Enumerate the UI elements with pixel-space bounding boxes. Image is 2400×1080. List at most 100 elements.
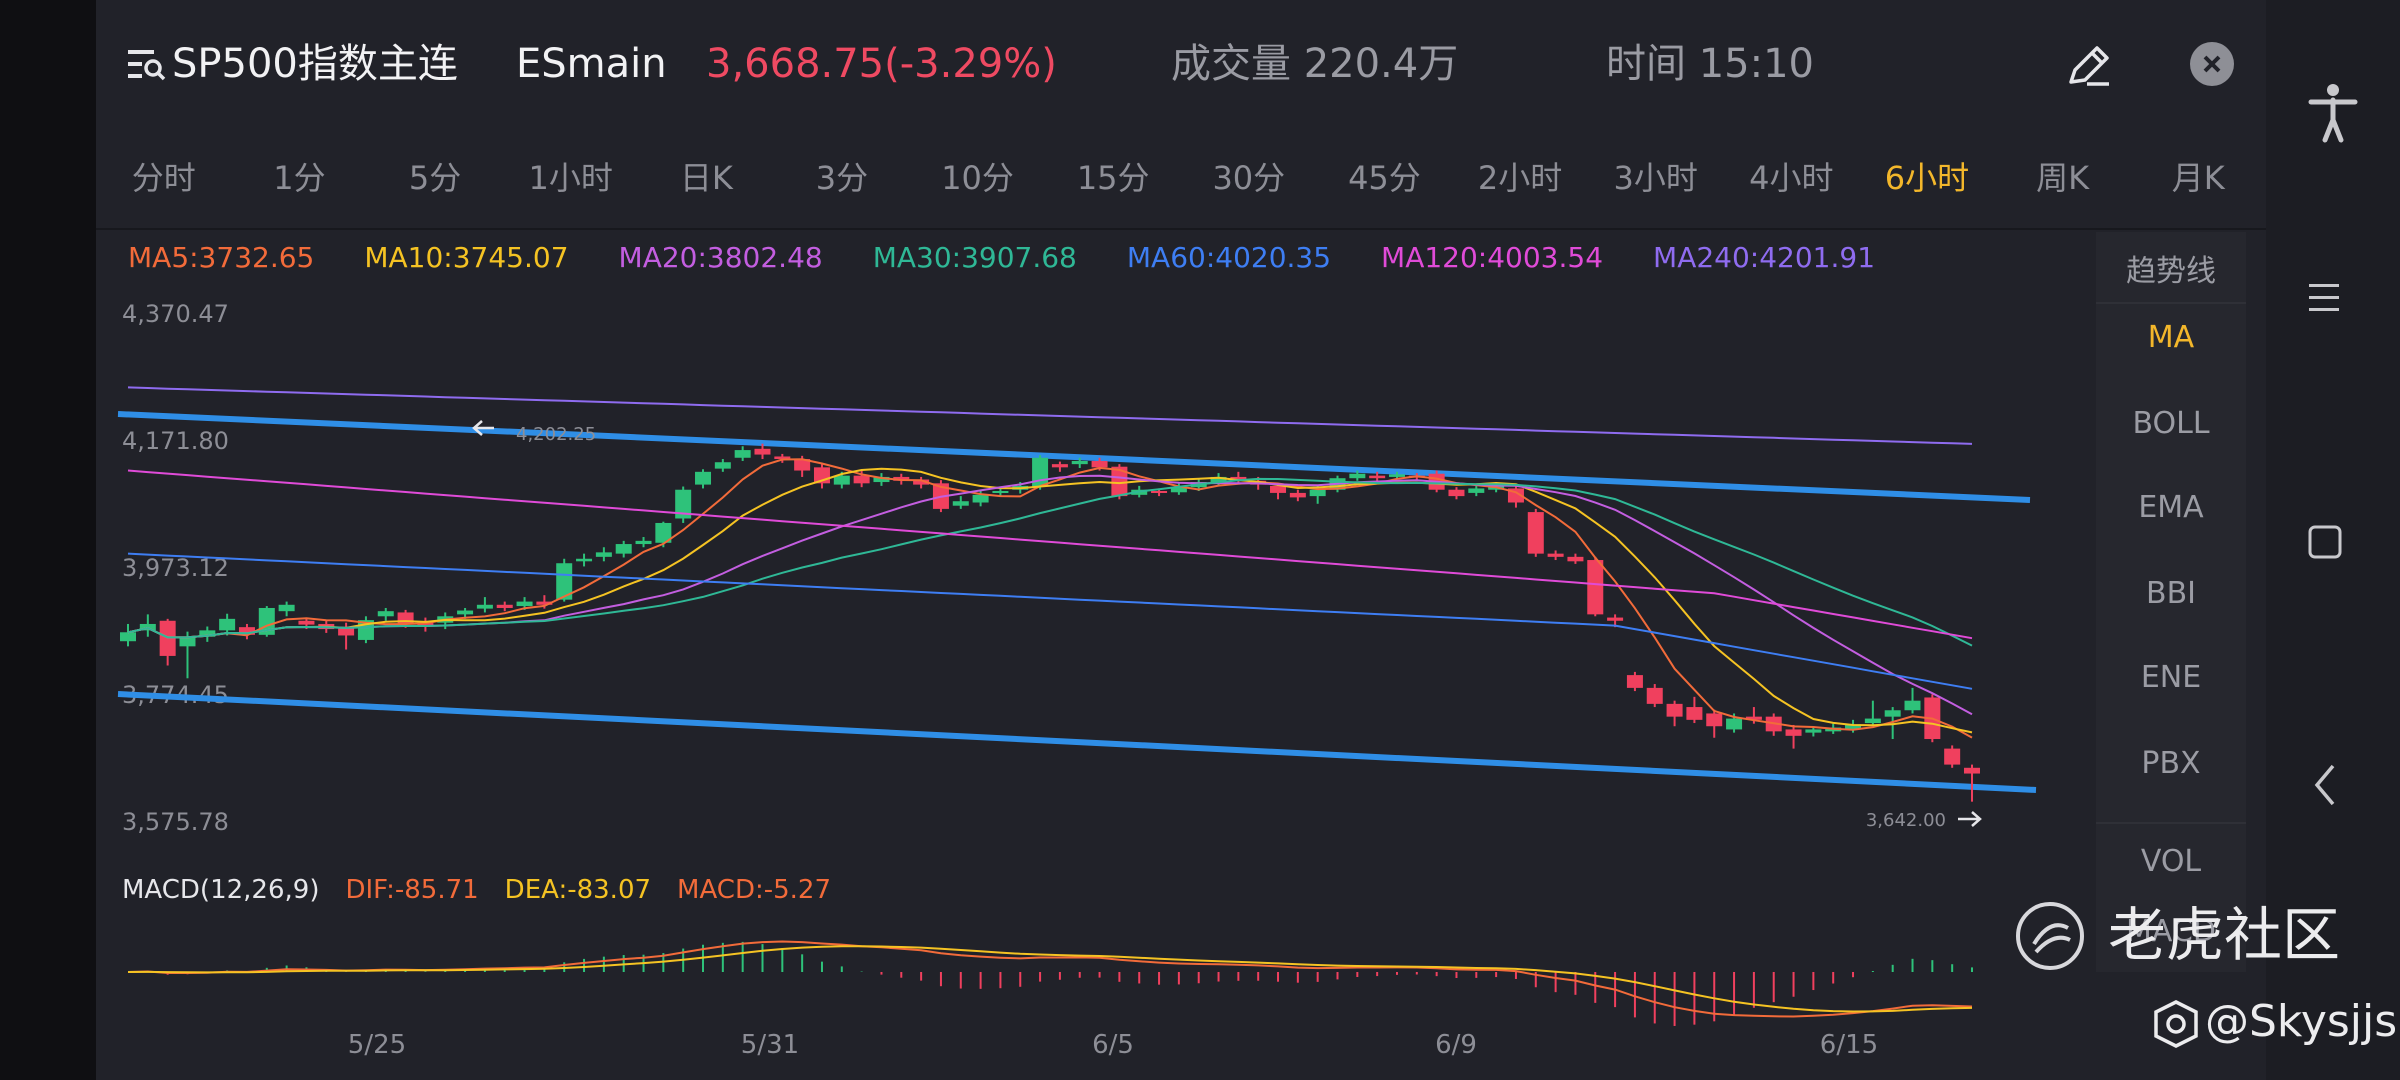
instrument-title[interactable]: SP500指数主连 <box>172 41 458 87</box>
candle-body <box>1666 703 1683 717</box>
indicator-panel: 趋势线 MA BOLL EMA BBI ENE PBX VOL MACD <box>2096 232 2246 972</box>
ma-value: MA60:4020.35 <box>1126 241 1332 274</box>
indicator-macd[interactable]: MACD <box>2126 914 2216 949</box>
candle-body <box>1547 553 1564 557</box>
macd-title: MACD(12,26,9) <box>122 875 320 905</box>
close-icon[interactable] <box>2190 42 2234 86</box>
candle-body <box>1270 485 1287 493</box>
last-price-change: 3,668.75(-3.29%) <box>706 41 1057 87</box>
lower-trendline <box>117 691 2037 793</box>
candle-body <box>1805 729 1822 733</box>
low-annotation: 3,642.00 <box>1866 810 1946 831</box>
candle-body <box>1686 707 1703 720</box>
macd-dif: DIF:-85.71 <box>345 875 479 905</box>
tab-timeframe[interactable]: 1小时 <box>528 159 613 197</box>
menu-search-icon[interactable] <box>126 46 166 82</box>
candle-body <box>595 552 612 557</box>
indicator-divider <box>2096 302 2246 304</box>
tab-timeframe[interactable]: 15分 <box>1076 159 1150 197</box>
candle-body <box>774 456 791 460</box>
tab-timeframe[interactable]: 月K <box>2171 159 2225 197</box>
candle-body <box>1567 556 1584 562</box>
candle-body <box>873 476 890 483</box>
tab-timeframe[interactable]: 6小时 <box>1884 159 1970 197</box>
macd-dea-line <box>127 945 1973 1013</box>
tab-timeframe[interactable]: 4小时 <box>1749 159 1834 197</box>
tab-timeframe[interactable]: 10分 <box>941 159 1014 197</box>
date-axis-label: 5/31 <box>741 1030 799 1060</box>
candle-body <box>1864 718 1881 724</box>
home-square-icon[interactable] <box>2305 522 2345 562</box>
instrument-code: ESmain <box>516 41 667 87</box>
high-annotation: 4,202.25 <box>516 424 596 445</box>
ma-value: MA20:3802.48 <box>618 241 823 274</box>
candle-body <box>655 522 672 543</box>
indicator-vol[interactable]: VOL <box>2140 844 2202 879</box>
candle-body <box>476 604 493 609</box>
recent-apps-icon[interactable] <box>2305 278 2345 318</box>
tab-timeframe[interactable]: 2小时 <box>1477 159 1563 197</box>
candle-body <box>952 501 969 506</box>
candle-body <box>675 489 692 519</box>
ma240-line <box>127 386 1973 445</box>
trendline-header[interactable]: 趋势线 <box>2126 254 2216 289</box>
candle-body <box>1091 460 1108 468</box>
indicator-ema[interactable]: EMA <box>2138 490 2204 525</box>
candle-body <box>1726 718 1743 730</box>
date-axis-label: 6/5 <box>1092 1030 1134 1060</box>
candlestick-chart[interactable]: 4,370.474,171.803,973.123,774.453,575.78… <box>96 232 2096 1072</box>
candle-body <box>417 622 434 627</box>
tab-timeframe[interactable]: 周K <box>2036 159 2090 197</box>
candle-body <box>1646 687 1663 704</box>
tab-timeframe[interactable]: 分时 <box>131 159 196 197</box>
candle-body <box>556 563 573 600</box>
tab-timeframe[interactable]: 3分 <box>815 159 869 197</box>
candle-body <box>278 604 295 612</box>
candle-body <box>516 601 533 607</box>
macd-value: MACD:-5.27 <box>677 875 831 905</box>
ma10-line <box>127 467 1973 734</box>
indicator-boll[interactable]: BOLL <box>2132 406 2210 441</box>
candle-body <box>338 627 355 636</box>
accessibility-icon[interactable] <box>2305 80 2361 144</box>
timeframe-tabs: 分时 1分 5分 1小时 日K 3分 10分 15分 30分 45分 2小时 3小时 4小时 6小时 周K 月… <box>96 150 2266 210</box>
indicator-ma[interactable]: MA <box>2147 320 2195 355</box>
candle-body <box>794 459 811 471</box>
candle-body <box>298 620 315 625</box>
ma-value: MA5:3732.65 <box>128 241 315 274</box>
low-arrow-icon <box>1958 811 1982 827</box>
candle-body <box>1626 675 1643 688</box>
candle-body <box>1151 490 1168 493</box>
candle-body <box>992 490 1009 493</box>
candle-body <box>913 479 930 485</box>
candle-body <box>199 630 216 637</box>
tab-timeframe[interactable]: 30分 <box>1212 159 1286 197</box>
candle-body <box>1309 489 1326 497</box>
watermark-user-icon <box>2154 1000 2198 1048</box>
candle-body <box>1706 713 1723 727</box>
candle-body <box>1587 560 1604 615</box>
indicator-bbi[interactable]: BBI <box>2145 576 2196 611</box>
tab-timeframe[interactable]: 45分 <box>1348 159 1421 197</box>
ma60-line <box>127 552 1973 690</box>
ma-value: MA240:4201.91 <box>1653 241 1876 274</box>
left-edge <box>0 0 96 1080</box>
indicator-pbx[interactable]: PBX <box>2141 746 2201 781</box>
indicator-ene[interactable]: ENE <box>2140 660 2202 695</box>
candle-body <box>397 612 414 624</box>
price-axis-label: 3,575.78 <box>122 808 229 836</box>
candle-body <box>1964 767 1980 774</box>
tab-timeframe[interactable]: 日K <box>679 159 733 197</box>
back-chevron-icon[interactable] <box>2305 760 2345 810</box>
candle-body <box>1349 473 1366 479</box>
candle-body <box>1289 492 1306 498</box>
tab-timeframe[interactable]: 5分 <box>408 159 462 197</box>
candle-body <box>457 610 474 615</box>
tab-timeframe[interactable]: 1分 <box>273 159 326 197</box>
draw-pencil-icon[interactable] <box>2061 38 2117 94</box>
candle-body <box>1111 466 1128 497</box>
watermark-user: @Skysjjs <box>2205 996 2398 1047</box>
candle-body <box>1230 476 1247 481</box>
candle-body <box>1170 487 1187 493</box>
tab-timeframe[interactable]: 3小时 <box>1613 159 1698 197</box>
